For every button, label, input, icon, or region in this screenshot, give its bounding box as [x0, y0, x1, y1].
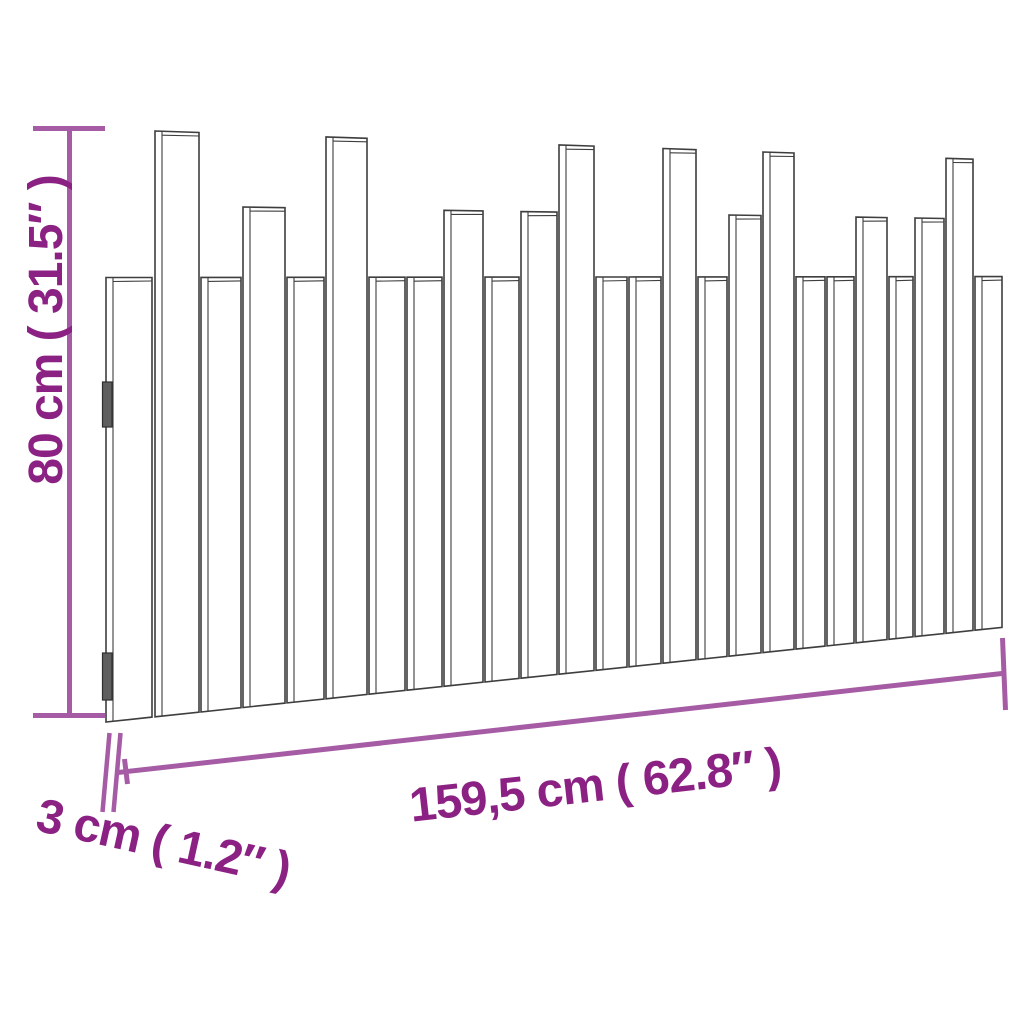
- slat-face: [325, 136, 368, 700]
- slat-18-t: [762, 151, 795, 654]
- slat-face: [200, 276, 242, 713]
- slat-21-m: [855, 216, 888, 644]
- slat-top-edge: [207, 280, 242, 282]
- slat-17-m: [728, 214, 762, 658]
- slat-face: [945, 157, 974, 635]
- slat-2-t: [154, 130, 200, 718]
- slat-top-edge: [332, 140, 368, 143]
- slat-top-edge: [293, 280, 325, 282]
- slat-face: [974, 275, 1003, 632]
- slat-24-t: [945, 157, 974, 635]
- slat-face: [242, 206, 286, 709]
- width-dim-left-cap: [122, 758, 130, 785]
- slat-face: [762, 151, 795, 654]
- slat-face: [795, 275, 826, 650]
- slat-face: [368, 276, 406, 696]
- mount-brackets: [101, 381, 113, 701]
- wall-bracket-2: [101, 652, 113, 701]
- slat-top-edge: [112, 280, 153, 283]
- slat-12-t: [558, 144, 595, 676]
- slat-14-s: [628, 276, 662, 668]
- depth-dim-right-tick: [111, 732, 123, 813]
- depth-dim-label: 3 cm ( 1.2″ ): [32, 789, 295, 897]
- slat-face: [888, 275, 914, 641]
- slat-top-edge: [602, 279, 628, 282]
- slat-top-edge: [491, 280, 520, 282]
- slat-16-s: [697, 276, 728, 661]
- slat-9-m: [443, 209, 484, 688]
- slat-10-s: [484, 276, 520, 683]
- slat-face: [914, 217, 945, 638]
- slat-face: [286, 276, 325, 704]
- slat-face: [484, 276, 520, 683]
- slat-face: [628, 276, 662, 668]
- slat-face: [154, 130, 200, 718]
- slat-face: [728, 214, 762, 658]
- width-dim-label: 159,5 cm ( 62.8″ ): [407, 738, 784, 832]
- slat-top-edge: [833, 279, 855, 282]
- slat-top-edge: [704, 279, 728, 282]
- slat-8-s: [406, 276, 443, 692]
- slat-3-s: [200, 276, 242, 713]
- slat-5-s: [286, 276, 325, 704]
- depth-dim-left-tick: [100, 732, 112, 813]
- slat-top-edge: [375, 280, 406, 282]
- slat-23-m: [914, 217, 945, 638]
- slat-face: [595, 276, 628, 672]
- slat-face: [443, 209, 484, 688]
- slat-top-edge: [895, 279, 914, 282]
- slat-top-edge: [981, 279, 1003, 282]
- slat-7-s: [368, 276, 406, 696]
- slat-4-m: [242, 206, 286, 709]
- slat-face: [855, 216, 888, 644]
- slat-22-s: [888, 275, 914, 641]
- height-dimension: 80 cm ( 31.5″ ): [20, 126, 105, 718]
- slat-top-edge: [413, 280, 443, 282]
- wall-bracket-1: [101, 381, 113, 428]
- slat-face: [697, 276, 728, 661]
- slat-1-s: [105, 276, 153, 723]
- slat-top-edge: [161, 134, 200, 137]
- height-dim-label: 80 cm ( 31.5″ ): [20, 175, 73, 485]
- slat-25-s: [974, 275, 1003, 632]
- width-dim-right-cap: [1000, 637, 1008, 711]
- slat-face: [105, 276, 153, 723]
- slat-15-t: [662, 147, 697, 665]
- slat-face: [826, 275, 855, 647]
- headboard-slats: [105, 130, 1003, 723]
- slat-top-edge: [802, 279, 826, 282]
- slat-face: [662, 147, 697, 665]
- slat-20-s: [826, 275, 855, 647]
- slat-19-s: [795, 275, 826, 650]
- slat-face: [558, 144, 595, 676]
- width-dim-line: [117, 671, 1003, 775]
- slat-11-m: [520, 210, 558, 680]
- slat-13-s: [595, 276, 628, 672]
- slat-face: [520, 210, 558, 680]
- slat-top-edge: [635, 279, 662, 282]
- slat-face: [406, 276, 443, 692]
- slat-6-t: [325, 136, 368, 700]
